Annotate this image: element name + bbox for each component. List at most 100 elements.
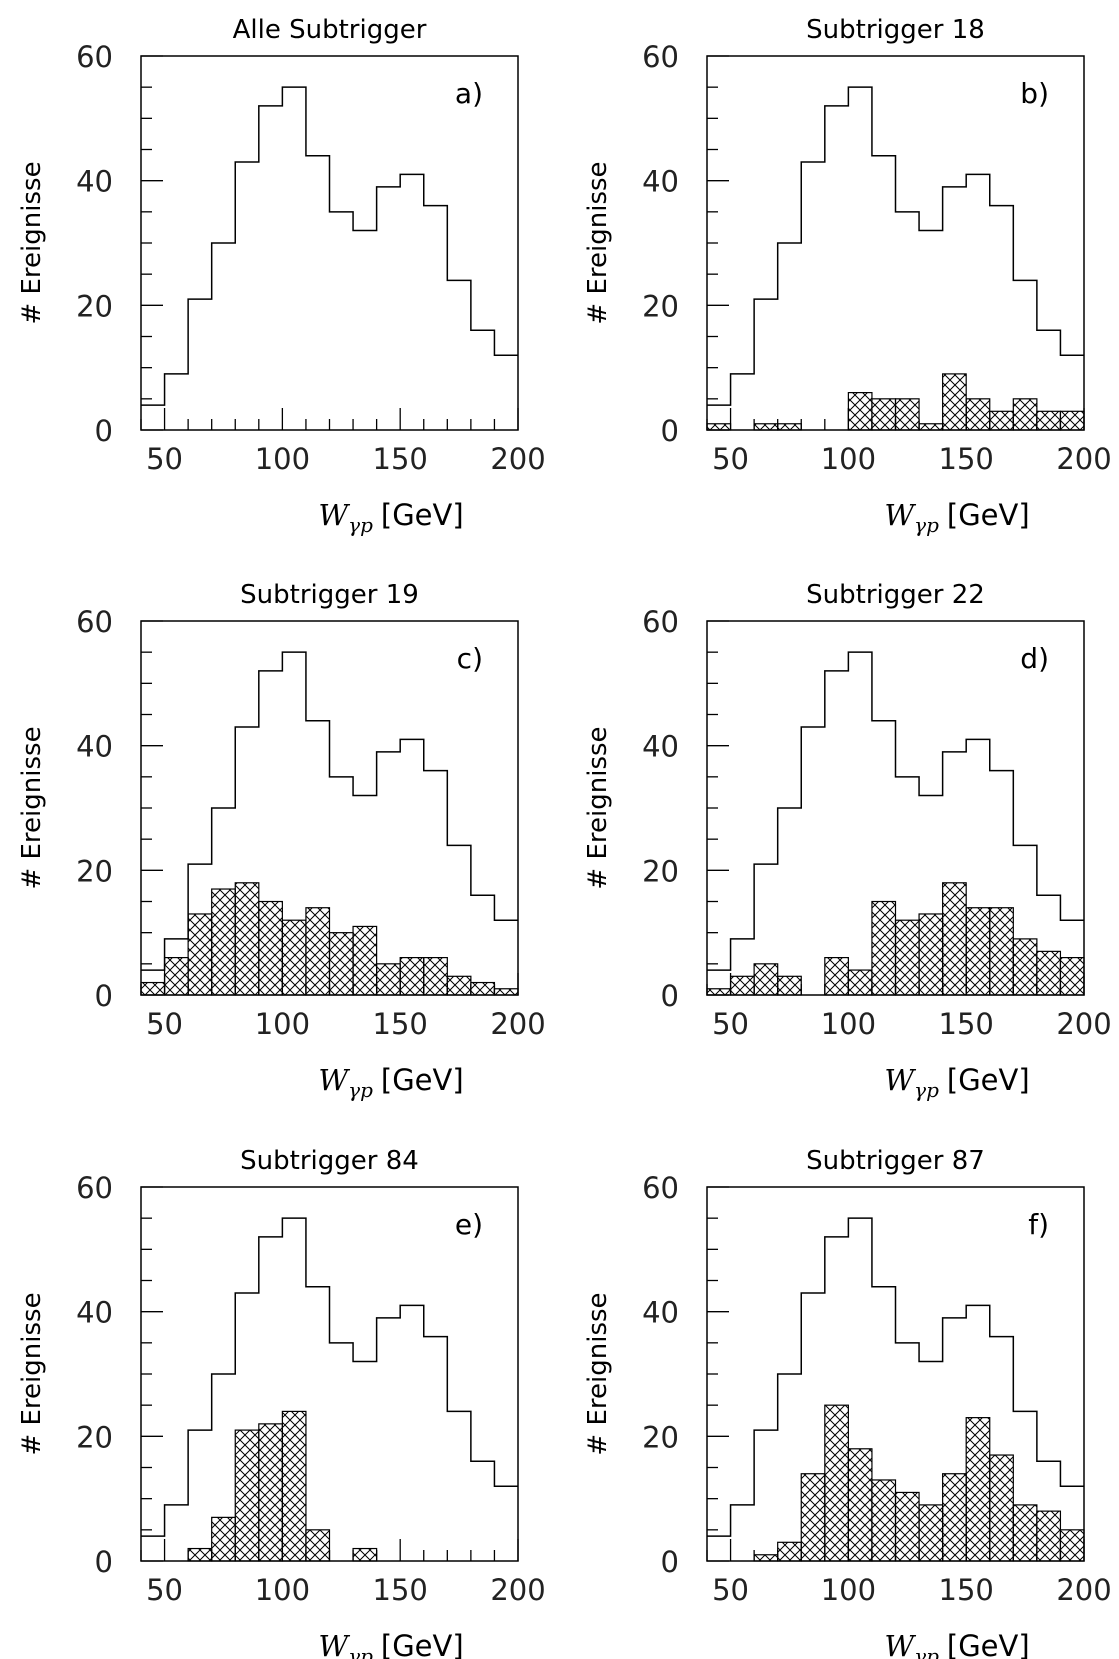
hatched-bar <box>1059 1529 1085 1562</box>
y-tick-label: 40 <box>76 165 113 199</box>
x-tick-label: 200 <box>490 1007 545 1041</box>
hatched-bar <box>1036 950 1062 996</box>
histogram-outline <box>141 651 518 971</box>
hatched-bar <box>1012 1504 1038 1562</box>
hatched-bar <box>706 423 732 431</box>
hatched-bar <box>847 392 873 431</box>
y-tick-label: 40 <box>642 165 679 199</box>
y-tick-label: 20 <box>76 1420 113 1454</box>
hatched-bar <box>989 1454 1014 1562</box>
hatched-bar <box>894 1491 920 1562</box>
hatched-bar <box>894 398 920 431</box>
hatched-bar <box>871 398 897 431</box>
chart-title: Subtrigger 18 <box>806 15 985 45</box>
y-tick-label: 0 <box>95 1545 113 1579</box>
panel-e: 0 20 40 60 50 100 150 200 Subtrigger 84 e) # Ereig… <box>17 1146 546 1659</box>
panel-label: e) <box>455 1208 483 1241</box>
hatched-bar <box>376 963 401 996</box>
hatched-bar <box>187 1547 213 1562</box>
hatched-bar <box>824 956 849 996</box>
y-tick-label: 0 <box>95 414 113 448</box>
x-tick-label: 100 <box>255 1573 310 1607</box>
hatched-bar <box>965 1417 991 1562</box>
hatched-bar <box>706 988 732 996</box>
chart-title: Subtrigger 22 <box>806 580 985 610</box>
histogram-outline <box>707 1217 1084 1537</box>
x-axis-label: Wγp [GeV] <box>884 1629 1029 1659</box>
y-tick-label: 20 <box>642 854 679 888</box>
y-tick-label: 60 <box>76 40 113 74</box>
x-tick-label: 100 <box>255 1007 310 1041</box>
panel-d: 0 20 40 60 50 100 150 200 Subtrigger 22 d) # Ereig… <box>583 580 1112 1102</box>
hatched-bar <box>777 975 802 996</box>
y-tick-label: 20 <box>76 854 113 888</box>
histogram-outline <box>141 1217 518 1537</box>
y-tick-label: 0 <box>95 979 113 1013</box>
y-axis-label: # Ereignisse <box>583 726 613 889</box>
hatched-bar <box>942 882 967 996</box>
y-tick-label: 20 <box>76 289 113 323</box>
plot-frame <box>706 55 1085 431</box>
x-tick-label: 50 <box>146 1007 183 1041</box>
plot-frame <box>140 1186 519 1562</box>
hatched-bar <box>753 963 779 996</box>
x-tick-label: 50 <box>146 1573 183 1607</box>
chart-title: Subtrigger 19 <box>240 580 419 610</box>
x-tick-label: 200 <box>490 1573 545 1607</box>
hatched-bar <box>918 1504 944 1562</box>
hatched-bar <box>163 956 189 996</box>
x-axis-label: Wγp [GeV] <box>318 1629 463 1659</box>
x-axis-label: Wγp [GeV] <box>884 1063 1029 1102</box>
hatched-bar <box>352 1547 378 1562</box>
y-tick-label: 40 <box>642 1296 679 1330</box>
x-tick-label: 200 <box>490 442 545 476</box>
x-tick-label: 100 <box>255 442 310 476</box>
hatched-bar <box>989 410 1014 431</box>
panel-b: 0 20 40 60 50 100 150 200 Subtrigger 18 b) # Ereig… <box>583 15 1112 537</box>
hatched-bar <box>281 1410 307 1562</box>
panel-label: c) <box>457 642 483 675</box>
hatched-bar <box>989 907 1014 996</box>
x-tick-label: 100 <box>821 1573 876 1607</box>
y-tick-label: 60 <box>642 1171 679 1205</box>
hatched-bar <box>918 423 944 431</box>
hatched-bar <box>493 988 519 996</box>
hatched-bar <box>965 398 991 431</box>
chart-title: Alle Subtrigger <box>233 15 427 45</box>
y-tick-label: 40 <box>76 1296 113 1330</box>
y-tick-label: 0 <box>661 414 679 448</box>
hatched-bar <box>1012 938 1038 996</box>
x-tick-label: 150 <box>939 1573 994 1607</box>
hatched-bar <box>871 900 897 996</box>
histogram-outline <box>141 86 518 406</box>
hatched-bar <box>470 981 496 996</box>
hatched-bar <box>258 900 283 996</box>
y-tick-label: 0 <box>661 1545 679 1579</box>
y-tick-label: 40 <box>76 730 113 764</box>
hatched-bar <box>800 1473 826 1562</box>
hatched-bar <box>305 907 331 996</box>
y-tick-label: 60 <box>76 1171 113 1205</box>
hatched-bar <box>942 373 967 431</box>
panel-c: 0 20 40 60 50 100 150 200 Subtrigger 19 c) # Ereig… <box>17 580 546 1102</box>
panel-label: b) <box>1020 77 1049 110</box>
x-axis-label: Wγp [GeV] <box>318 498 463 537</box>
hatched-bar <box>1036 410 1062 431</box>
plot-frame <box>140 55 519 431</box>
hatched-bar <box>824 1404 849 1562</box>
chart-title: Subtrigger 84 <box>240 1146 419 1176</box>
y-axis-label: # Ereignisse <box>17 161 47 324</box>
x-axis-label: Wγp [GeV] <box>884 498 1029 537</box>
y-axis-label: # Ereignisse <box>583 161 613 324</box>
y-axis-label: # Ereignisse <box>583 1292 613 1455</box>
hatched-bar <box>234 1429 260 1562</box>
histogram-outline <box>707 651 1084 971</box>
x-tick-label: 150 <box>373 1573 428 1607</box>
x-tick-label: 50 <box>712 1573 749 1607</box>
x-tick-label: 50 <box>146 442 183 476</box>
hatched-bar <box>729 975 755 996</box>
hatched-bar <box>446 975 472 996</box>
hatched-bar <box>352 925 378 996</box>
histogram-outline <box>707 86 1084 406</box>
hatched-bar <box>281 919 307 996</box>
